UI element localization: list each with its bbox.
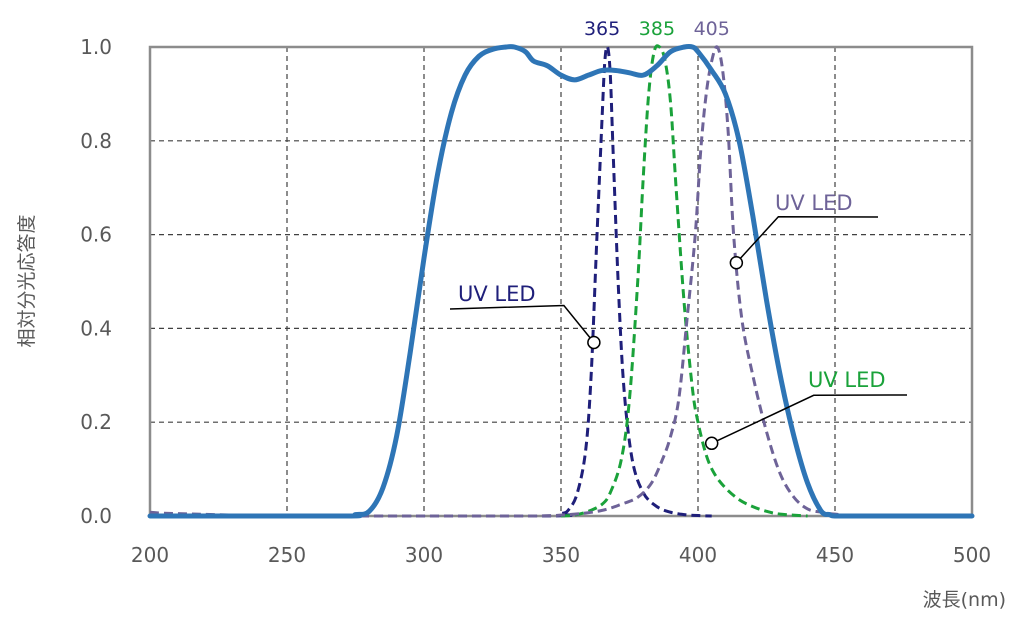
y-tick-label: 0.2	[80, 410, 112, 434]
peak-label: 405	[694, 18, 730, 40]
series-line-0	[147, 43, 975, 519]
series-line-1	[149, 44, 712, 518]
x-tick-label: 350	[542, 543, 580, 567]
x-tick-label: 200	[131, 543, 169, 567]
annotation-marker	[704, 436, 719, 451]
annotation-layer: UV LED UV LED UV LED	[449, 191, 908, 451]
series-line-3	[149, 45, 973, 518]
grid-lines	[150, 47, 972, 516]
x-axis-ticks: 200 250 300 350 400 450 500	[131, 543, 991, 567]
y-tick-label: 1.0	[80, 35, 112, 59]
annotation-leader	[735, 215, 879, 264]
annotation-leader	[449, 304, 595, 343]
y-axis-ticks: 0.0 0.2 0.4 0.6 0.8 1.0	[80, 35, 112, 528]
y-axis-title: 相対分光応答度	[16, 214, 38, 347]
annotation-label: UV LED	[775, 191, 853, 215]
x-tick-label: 300	[405, 543, 443, 567]
series-line-2	[560, 44, 808, 518]
annotation-marker	[587, 335, 601, 350]
peak-labels: 365 385 405	[584, 18, 730, 40]
peak-label: 385	[639, 18, 675, 40]
x-tick-label: 450	[816, 543, 854, 567]
annotation-marker	[729, 255, 744, 270]
y-tick-label: 0.4	[80, 316, 112, 340]
x-tick-label: 250	[268, 543, 306, 567]
y-tick-label: 0.8	[80, 129, 112, 153]
annotation-label: UV LED	[458, 282, 536, 306]
x-axis-title: 波長(nm)	[923, 589, 1006, 611]
x-tick-label: 500	[953, 543, 991, 567]
y-tick-label: 0.6	[80, 223, 112, 247]
x-tick-label: 400	[679, 543, 717, 567]
series-layer	[147, 43, 975, 519]
peak-label: 365	[584, 18, 620, 40]
y-tick-label: 0.0	[80, 504, 112, 528]
annotation-label: UV LED	[808, 368, 886, 392]
annotation-leader	[711, 394, 908, 444]
